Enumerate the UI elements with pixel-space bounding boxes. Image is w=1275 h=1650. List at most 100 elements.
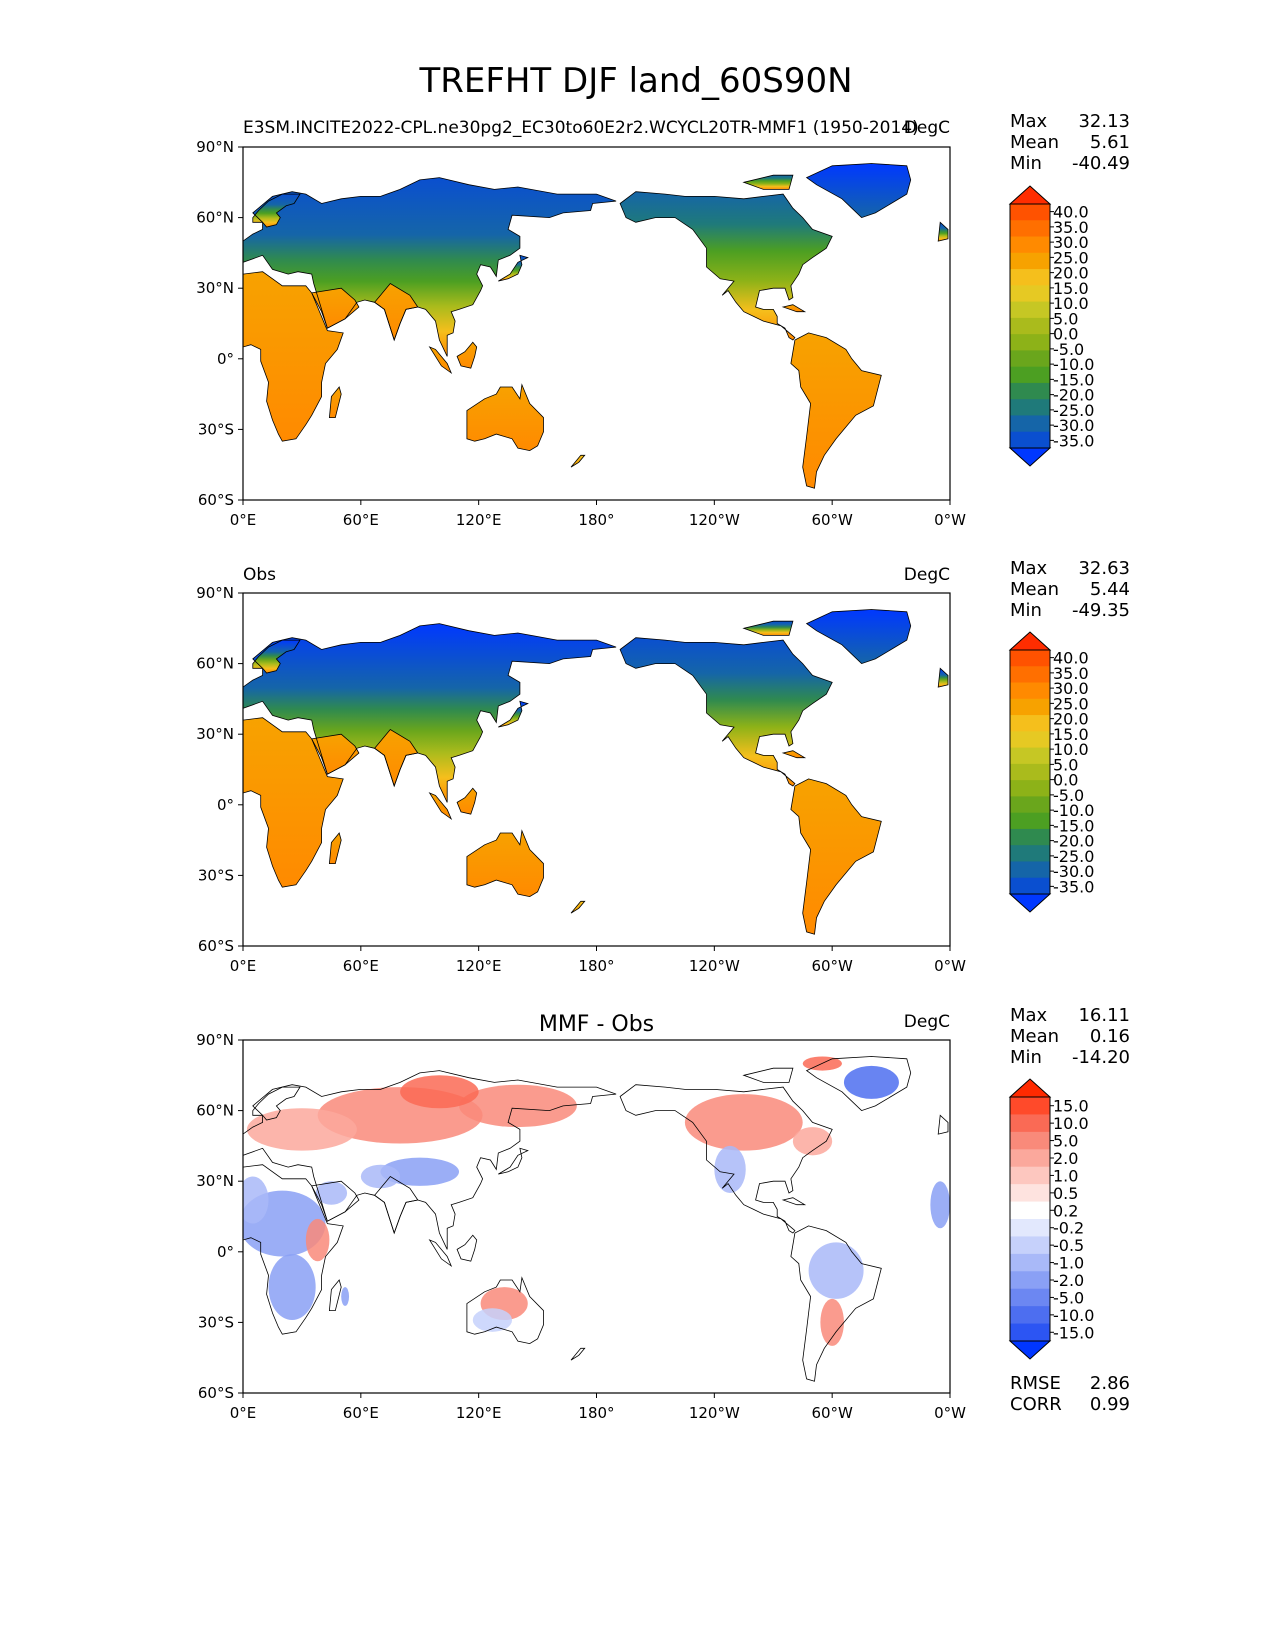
land-sumatra <box>429 347 452 373</box>
coastline <box>790 778 882 935</box>
colorbar-band <box>1010 399 1050 416</box>
colorbar-label: -5.0 <box>1053 340 1084 359</box>
colorbar-band <box>1010 350 1050 368</box>
colorbar-label: -0.2 <box>1053 1219 1084 1238</box>
panel-model: 0°E 60°E 120°E 180° 120°W 60°W 0°W 90°N 60°N 30°N… <box>196 111 1130 529</box>
colorbar-extend-bottom <box>1008 1340 1052 1360</box>
colorbar-label: -30.0 <box>1053 862 1094 881</box>
colorbar-label: -35.0 <box>1053 431 1094 450</box>
colorbar-band <box>1010 252 1050 270</box>
land-africa <box>243 717 344 888</box>
y-tick-label: 30°N <box>196 725 234 743</box>
coastline <box>328 832 342 864</box>
colorbar-extend-top <box>1008 631 1052 651</box>
x-tick-label: 120°W <box>689 1404 740 1422</box>
y-tick-label: 90°N <box>196 1031 234 1049</box>
land-india <box>374 283 418 340</box>
stat-label: Max <box>1010 111 1048 132</box>
x-tick-label: 0°W <box>934 957 966 975</box>
colorbar-label: 5.0 <box>1053 1132 1078 1151</box>
land-layer <box>243 1056 950 1382</box>
colorbar-label: 35.0 <box>1053 664 1089 683</box>
colorbar-label: 20.0 <box>1053 264 1089 283</box>
colorbar-band <box>1010 845 1050 862</box>
stat-label: Mean <box>1010 579 1059 600</box>
colorbar-band <box>1010 1323 1050 1342</box>
coastline <box>456 787 478 815</box>
y-tick-label: 30°S <box>198 866 234 884</box>
land-britain <box>938 222 948 242</box>
panel-title-right: DegC <box>904 1012 950 1032</box>
land-india <box>374 729 418 786</box>
colorbar-label: 40.0 <box>1053 203 1089 222</box>
anomaly-region <box>792 1127 833 1156</box>
colorbar-label: 1.0 <box>1053 1166 1078 1185</box>
colorbar-band <box>1010 780 1050 797</box>
coastline <box>742 1067 794 1083</box>
coastline <box>374 728 419 788</box>
panel-title-center: MMF - Obs <box>539 1012 654 1037</box>
land-madagascar <box>329 387 342 418</box>
anomaly-region <box>315 1181 348 1205</box>
stat-value: 5.61 <box>1090 132 1130 153</box>
land-cuba <box>783 750 805 758</box>
coastline <box>243 623 617 803</box>
colorbar-label: 25.0 <box>1053 694 1089 713</box>
colorbar-label: 40.0 <box>1053 649 1089 668</box>
colorbar-band <box>1010 285 1050 303</box>
land-southam <box>790 332 882 489</box>
panel-diff: 0°E 60°E 120°E 180° 120°W 60°W 0°W 90°N 60°N 30°N… <box>196 1005 1130 1422</box>
land-nz <box>571 901 585 914</box>
colorbar-band <box>1010 731 1050 749</box>
colorbar-label: 0.5 <box>1053 1184 1078 1203</box>
colorbar-label: 5.0 <box>1053 755 1078 774</box>
coastline <box>790 1225 882 1382</box>
land-borneo <box>457 788 477 815</box>
colorbar-label: -10.0 <box>1053 801 1094 820</box>
x-tick-label: 60°W <box>811 511 853 529</box>
colorbar-band <box>1010 861 1050 879</box>
colorbar-label: -5.0 <box>1053 786 1084 805</box>
land-sumatra <box>429 1240 452 1266</box>
colorbar-label: -15.0 <box>1053 816 1094 835</box>
land-arcticis <box>743 175 793 190</box>
coastline <box>311 287 360 329</box>
colorbar-label: 35.0 <box>1053 218 1089 237</box>
coastline <box>428 1239 453 1268</box>
land-northam <box>620 637 833 786</box>
coastline <box>619 1084 833 1234</box>
coastline <box>374 282 419 342</box>
colorbar-frame <box>1009 1096 1051 1342</box>
colorbar-band <box>1010 431 1050 449</box>
stat-label: RMSE <box>1010 1373 1061 1394</box>
land-arabia <box>311 288 359 329</box>
land-northam <box>620 191 833 340</box>
anomaly-region <box>930 1181 950 1229</box>
coastline <box>619 191 833 341</box>
coastline <box>252 1086 301 1121</box>
colorbar-band <box>1010 236 1050 254</box>
x-tick-label: 0°W <box>934 511 966 529</box>
land-madagascar <box>329 1280 342 1311</box>
colorbar-label: -25.0 <box>1053 847 1094 866</box>
colorbar-band <box>1010 1114 1050 1133</box>
stat-value: 16.11 <box>1078 1005 1130 1026</box>
land-australia <box>466 830 544 897</box>
coastline <box>805 1056 912 1112</box>
land-nz <box>571 1348 585 1361</box>
panel-title-left: Obs <box>243 565 276 585</box>
coastline <box>466 1276 544 1345</box>
land-japan <box>498 255 528 282</box>
x-tick-label: 180° <box>578 1404 614 1422</box>
stat-label: CORR <box>1010 1394 1062 1415</box>
colorbar-frame <box>1009 203 1051 449</box>
y-tick-label: 60°S <box>198 1384 234 1402</box>
coastline <box>570 900 586 914</box>
colorbar-band <box>1010 1306 1050 1325</box>
colorbar-band <box>1010 1149 1050 1168</box>
coastline <box>243 1070 617 1250</box>
colorbar-frame <box>1009 649 1051 895</box>
coastline <box>466 383 544 452</box>
colorbar-band <box>1010 301 1050 319</box>
land-arabia <box>311 734 359 775</box>
